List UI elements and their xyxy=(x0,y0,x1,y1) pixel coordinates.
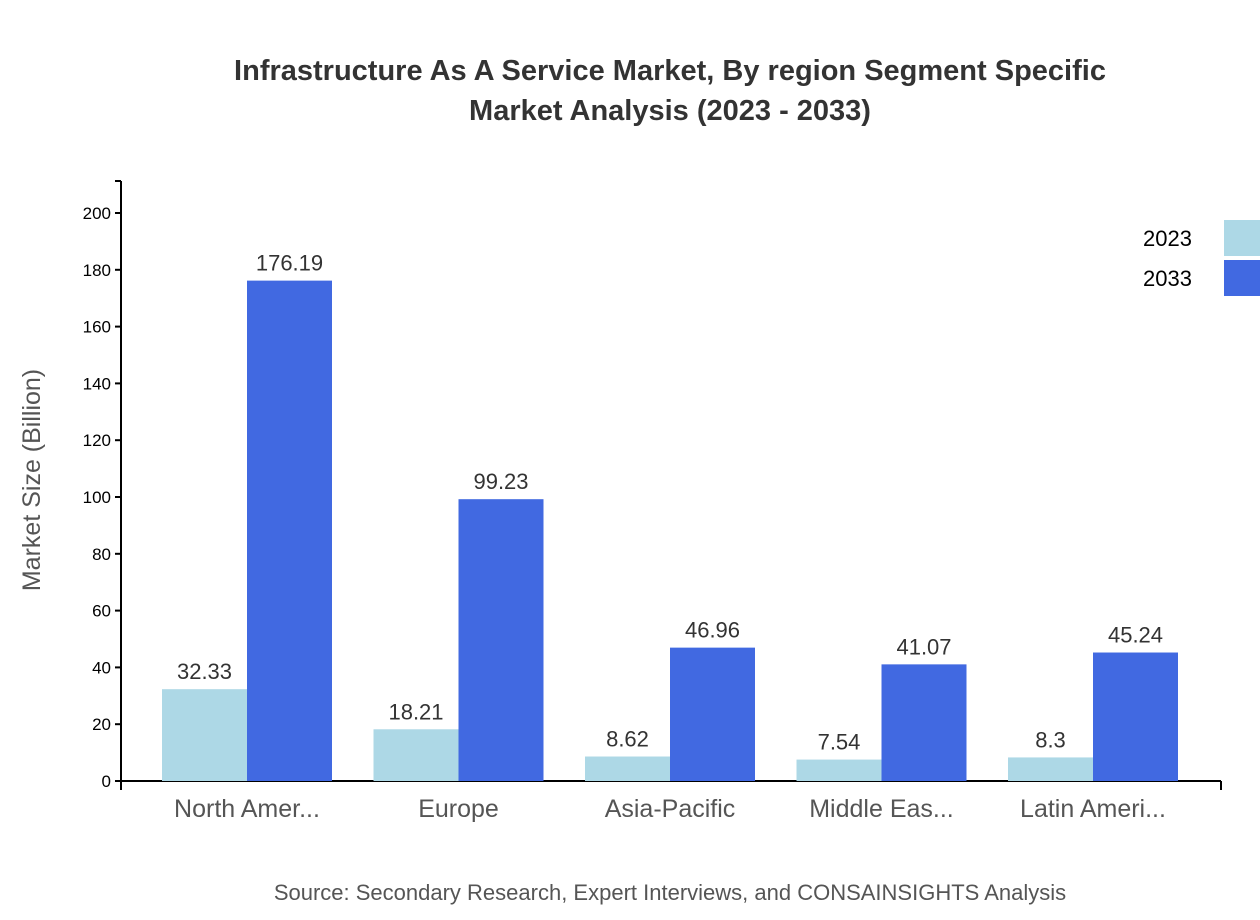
y-tick-label: 0 xyxy=(102,772,111,791)
bar-2023 xyxy=(585,756,670,781)
x-tick-label: Asia-Pacific xyxy=(605,795,736,823)
chart-title-line-1: Infrastructure As A Service Market, By r… xyxy=(234,55,1106,87)
x-tick-label: North Amer... xyxy=(174,795,320,823)
legend-label: 2033 xyxy=(1143,266,1192,291)
data-label: 45.24 xyxy=(1108,623,1163,648)
bar-2033 xyxy=(881,664,967,781)
chart-title-line-2: Market Analysis (2023 - 2033) xyxy=(469,95,871,127)
data-label: 41.07 xyxy=(896,634,951,659)
y-tick-label: 60 xyxy=(92,602,111,621)
x-axis: North Amer... Europe Asia-Pacific Middle Ea… xyxy=(120,780,1222,823)
legend-label: 2023 xyxy=(1143,226,1192,251)
data-label: 8.62 xyxy=(606,727,649,752)
y-tick-label: 200 xyxy=(83,204,111,223)
y-tick-label: 100 xyxy=(83,488,111,507)
bar-2023 xyxy=(796,759,882,781)
y-tick-label: 180 xyxy=(83,261,111,280)
legend-swatch xyxy=(1224,260,1260,296)
bar-2033 xyxy=(1093,652,1178,781)
bar-2033 xyxy=(247,280,332,781)
y-tick-label: 140 xyxy=(83,374,111,393)
data-label: 32.33 xyxy=(177,659,232,684)
legend-swatch xyxy=(1224,220,1260,256)
source-note: Source: Secondary Research, Expert Inter… xyxy=(274,880,1066,905)
y-axis-label: Market Size (Billion) xyxy=(18,369,46,591)
legend: 2023 2033 xyxy=(1143,220,1260,296)
y-tick-label: 80 xyxy=(92,545,111,564)
data-label: 176.19 xyxy=(256,251,323,276)
y-tick-label: 160 xyxy=(83,318,111,337)
y-tick-label: 120 xyxy=(83,431,111,450)
y-axis: 0 20 40 60 80 100 120 140 160 180 200 xyxy=(83,180,122,791)
data-label: 99.23 xyxy=(473,469,528,494)
data-label: 46.96 xyxy=(685,618,740,643)
x-tick-label: Latin Ameri... xyxy=(1020,795,1166,823)
y-tick-label: 20 xyxy=(92,715,111,734)
bar-2023 xyxy=(1008,757,1093,781)
y-tick-label: 40 xyxy=(92,658,111,677)
data-label: 7.54 xyxy=(818,730,861,755)
bars: 32.33 176.19 18.21 99.23 8.62 46.96 7.54 41.07 8… xyxy=(162,251,1178,781)
bar-2023 xyxy=(373,729,459,781)
data-label: 18.21 xyxy=(388,699,443,724)
x-tick-label: Middle Eas... xyxy=(809,795,954,823)
bar-2033 xyxy=(458,499,544,781)
bar-2033 xyxy=(670,647,755,781)
data-label: 8.3 xyxy=(1035,727,1066,752)
x-tick-label: Europe xyxy=(418,795,499,823)
bar-2023 xyxy=(162,689,247,781)
